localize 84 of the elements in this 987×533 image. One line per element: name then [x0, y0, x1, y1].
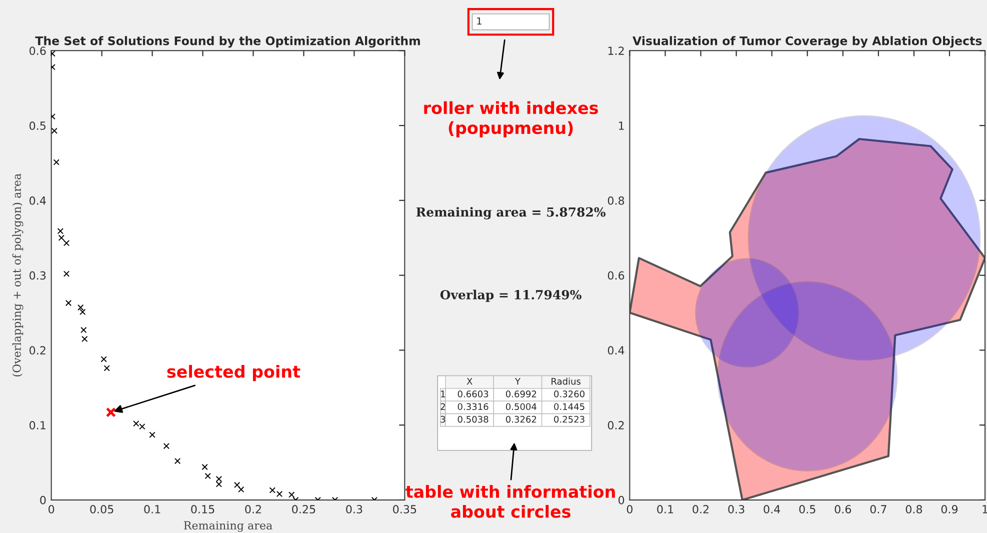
text: Overlap = 11.7949% [440, 290, 582, 302]
point [80, 326, 87, 334]
point [58, 234, 65, 241]
text: 1 [441, 390, 445, 398]
x-tick-label: 0.05 [90, 505, 114, 514]
point [149, 432, 156, 438]
y-tick-label: 0.6 [30, 46, 46, 56]
point [276, 490, 283, 498]
y-tick-label: 0.5 [30, 121, 46, 130]
x-tick-label: 0.15 [191, 505, 214, 514]
point [82, 336, 88, 342]
x-tick-label: 0.2 [692, 505, 708, 514]
x-tick-label: 0.1 [144, 505, 160, 514]
x-tick-label: 0 [48, 505, 54, 514]
category-label: 3 [440, 416, 446, 423]
y-tick-label: 0.3 [30, 271, 46, 280]
text: 0.2523 [554, 416, 584, 423]
category-label: 2 [440, 403, 445, 410]
y-tick-label: 0.8 [608, 196, 624, 205]
y-tick-label: 0.6 [608, 271, 624, 280]
x-tick-label: 0.5 [799, 505, 816, 514]
text: 0.1445 [554, 403, 584, 410]
point [80, 308, 86, 316]
text: 0.6992 [506, 390, 536, 398]
category-label: Radius [552, 378, 581, 385]
point [216, 481, 222, 488]
y-tick-label: 0 [40, 496, 46, 504]
y-tick-label: 0.4 [608, 346, 624, 355]
point [104, 365, 110, 372]
y-tick-label: 0.4 [30, 196, 46, 205]
point [65, 300, 72, 306]
y-tick-label: 1.2 [608, 46, 624, 55]
text: 0.3262 [506, 416, 536, 423]
chart-title: Visualization of Tumor Coverage by Ablation Objects [632, 36, 982, 48]
y-tick-label: 0.2 [30, 346, 46, 355]
point [202, 464, 208, 470]
point [216, 476, 222, 482]
point [78, 304, 84, 311]
annotation: selected point [167, 364, 300, 382]
point [269, 487, 276, 494]
x-axis-title: Remaining area [184, 521, 272, 532]
text: roller with indexes (popupmenu) [424, 101, 598, 138]
point [163, 442, 170, 450]
chart-title: The Set of Solutions Found by the Optimization Algorithm [35, 36, 420, 48]
x-tick-label: 0.8 [906, 505, 922, 514]
text: Remaining area = 5.8782% [416, 207, 606, 220]
x-tick-label: 0.35 [393, 505, 416, 514]
point [100, 356, 107, 362]
point [174, 458, 181, 464]
text: 0.6603 [458, 390, 488, 398]
x-tick-label: 0 [626, 505, 633, 514]
point [63, 240, 70, 246]
y-axis-title: (Overlapping + out of polygon) area [12, 174, 24, 376]
y-tick-label: 0.1 [30, 421, 46, 430]
text: 0.3316 [458, 403, 488, 410]
point [238, 486, 244, 493]
point [139, 423, 146, 430]
x-tick-label: 0.9 [941, 505, 958, 514]
text: 0.5038 [458, 416, 488, 423]
y-tick-label: 1 [618, 122, 624, 130]
x-tick-label: 0.25 [292, 505, 316, 514]
y-tick-label: 0 [618, 496, 624, 504]
point [106, 407, 116, 418]
x-tick-label: 0.2 [245, 505, 261, 514]
point [51, 128, 58, 134]
point [204, 472, 211, 480]
point [53, 159, 60, 166]
category-label: X [466, 378, 472, 385]
x-tick-label: 0.7 [870, 505, 886, 514]
x-tick-label: 0.3 [346, 505, 362, 514]
point [63, 270, 70, 277]
x-tick-label: 0.1 [657, 505, 674, 514]
category-label: Y [514, 378, 520, 385]
point [288, 492, 295, 498]
text: 1 [477, 17, 482, 25]
y-tick-label: 0.2 [608, 421, 624, 430]
point [234, 482, 240, 488]
point [57, 228, 64, 234]
x-tick-label: 0.3 [728, 505, 744, 514]
x-tick-label: 0.4 [764, 505, 780, 514]
text: 0.3260 [554, 390, 584, 398]
x-tick-label: 0.6 [834, 505, 852, 514]
point [133, 420, 140, 427]
text: 0.5004 [506, 403, 536, 410]
